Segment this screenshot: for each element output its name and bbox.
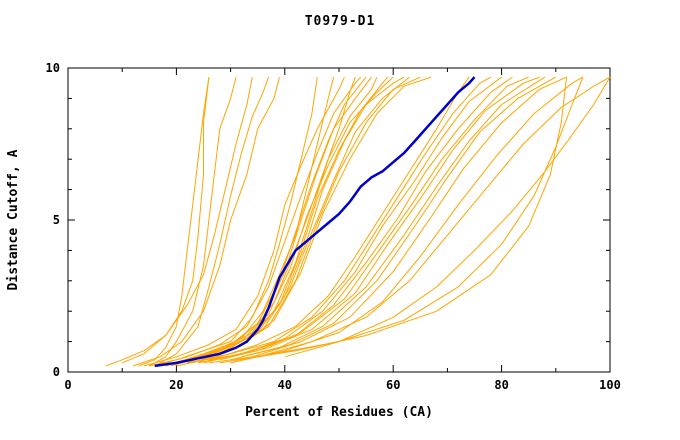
series-model-02 [149,76,237,367]
series-model-26 [219,76,540,361]
x-tick-label: 100 [599,378,621,392]
series-model-24 [203,76,513,364]
series-model-25 [208,76,529,361]
x-tick-label: 20 [169,378,183,392]
series-model-23 [197,76,502,364]
series-model-01 [138,77,210,367]
series-model-10 [143,76,345,367]
y-tick-label: 5 [53,213,60,227]
chart-title: T0979-D1 [304,14,376,29]
series-model-08 [159,76,335,367]
x-tick-label: 80 [494,378,508,392]
x-tick-label: 60 [386,378,400,392]
series-model-05 [132,76,280,367]
series-model-18 [197,76,410,364]
x-tick-label: 0 [64,378,71,392]
series-model-32 [284,76,611,358]
series-model-14 [181,76,378,364]
series-model-21 [176,76,470,367]
series-model-31 [257,76,611,358]
series-model-22 [187,76,492,364]
series-model-28 [241,76,557,358]
series-model-12 [170,76,367,367]
series-model-16 [165,76,394,367]
series-model-30 [230,76,584,364]
series-model-04 [154,76,269,367]
series-model-27 [230,76,546,361]
series-model-06 [105,77,210,367]
series-model-29 [252,76,567,358]
x-tick-label: 40 [278,378,292,392]
series-model-03 [122,77,253,364]
x-axis-label: Percent of Residues (CA) [245,405,433,420]
series-model-17 [192,76,405,364]
y-tick-label: 10 [46,61,60,75]
series-model-15 [187,76,389,364]
plot-frame [67,67,611,373]
series-highlighted-model [154,76,476,368]
y-tick-label: 0 [53,365,60,379]
series-model-34 [208,76,584,364]
series-model-11 [154,76,362,367]
